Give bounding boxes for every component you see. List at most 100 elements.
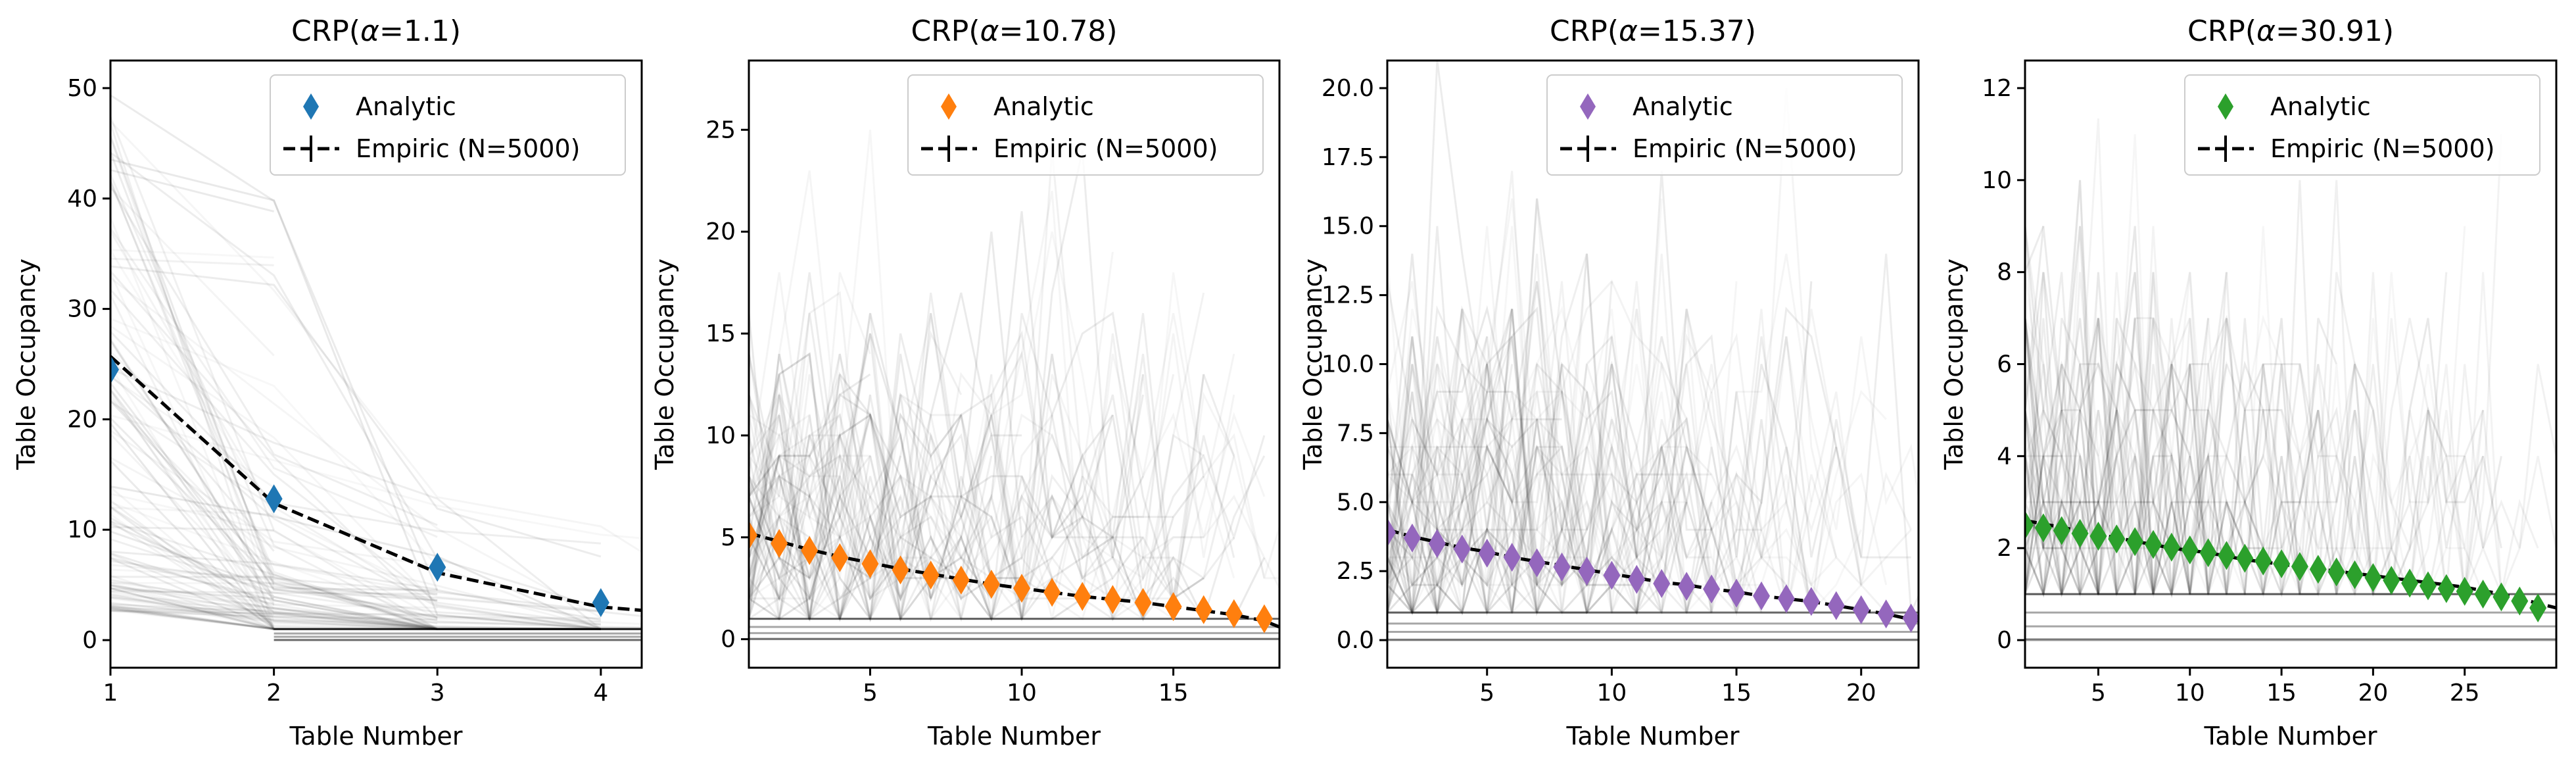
sample-trace	[110, 394, 642, 630]
analytic-point	[2364, 562, 2382, 592]
sample-trace	[749, 353, 1235, 622]
sample-trace	[2025, 364, 2099, 595]
sample-trace	[1387, 364, 1713, 615]
sample-trace	[110, 506, 275, 630]
x-axis-label: Table Number	[927, 722, 1101, 751]
legend-box	[907, 74, 1264, 176]
y-tick-label: 40	[67, 186, 97, 212]
sample-trace	[749, 351, 1266, 622]
sample-trace	[2025, 226, 2210, 595]
sample-trace	[749, 374, 1144, 619]
sample-trace	[110, 587, 601, 630]
title-alpha: α	[360, 14, 379, 48]
analytic-point	[2437, 574, 2455, 603]
sample-trace	[2025, 226, 2264, 598]
sample-trace	[110, 401, 602, 630]
y-tick-label: 7.5	[1337, 420, 1374, 447]
sample-trace	[1387, 309, 1514, 530]
sample-traces	[2025, 118, 2556, 641]
sample-trace	[110, 257, 274, 266]
analytic-point	[2145, 530, 2162, 559]
y-tick-label: 25	[705, 116, 736, 143]
sample-trace	[1387, 253, 1712, 613]
analytic-point	[1503, 543, 1521, 572]
sample-trace	[749, 411, 932, 620]
sample-trace	[1387, 309, 1638, 617]
sample-trace	[1387, 391, 1464, 613]
sample-trace	[749, 312, 1235, 602]
chart-title: CRP(α=15.37)	[1550, 14, 1756, 48]
analytic-point	[892, 555, 909, 585]
sample-trace	[110, 151, 602, 609]
y-tick-label: 8	[1997, 259, 2012, 286]
analytic-point	[2071, 518, 2089, 548]
sample-trace	[1387, 557, 1462, 614]
sample-trace	[749, 455, 780, 497]
analytic-point	[2273, 549, 2291, 578]
sample-trace	[110, 181, 438, 630]
sample-trace	[749, 373, 871, 619]
sample-trace	[1387, 305, 1514, 505]
chart-panel-3: 5 10 15 20 0.0 2.5 5.0 7.5 10.0 12.5 15.0 17.5 20.0 T…	[1299, 14, 1920, 751]
y-tick-label: 20	[705, 218, 736, 245]
sample-trace	[110, 123, 642, 630]
analytic-point	[2493, 582, 2510, 612]
y-tick-label: 5.0	[1337, 489, 1374, 516]
analytic-point	[429, 553, 446, 582]
sample-trace	[2025, 272, 2081, 595]
y-tick-label: 2.5	[1337, 558, 1374, 585]
chart-panel-4: 5 10 15 20 25 0 2 4 6 8 10 12 Table Number Table Occu…	[1940, 14, 2558, 751]
sample-trace	[1387, 529, 1439, 616]
sample-trace	[110, 430, 602, 630]
y-tick-label: 10	[1982, 167, 2012, 194]
sample-trace	[110, 574, 642, 630]
sample-trace	[110, 557, 601, 630]
sample-trace	[1387, 389, 1813, 613]
sample-trace	[1387, 61, 1538, 613]
analytic-point	[2162, 532, 2180, 562]
legend: Analytic Empiric (N=5000)	[1546, 74, 1903, 176]
sample-trace	[110, 610, 438, 621]
x-tick-label: 15	[1721, 680, 1752, 707]
title-alpha: α	[980, 14, 999, 48]
y-tick-label: 17.5	[1322, 144, 1374, 171]
title-suffix: =30.91)	[2276, 14, 2394, 48]
sample-trace	[110, 382, 642, 630]
sample-trace	[2025, 409, 2136, 595]
sample-trace	[110, 227, 438, 538]
sample-trace	[1387, 555, 1439, 613]
analytic-point	[2199, 538, 2217, 568]
sample-trace	[110, 583, 274, 584]
legend-analytic-marker	[1580, 93, 1596, 120]
sample-trace	[110, 400, 601, 630]
sample-trace	[110, 603, 642, 630]
sample-trace	[110, 606, 438, 630]
legend: Analytic Empiric (N=5000)	[270, 74, 626, 176]
sample-trace	[749, 353, 871, 620]
sample-trace	[110, 523, 601, 630]
sample-trace	[110, 605, 438, 630]
sample-trace	[1387, 417, 1562, 613]
analytic-point	[2218, 541, 2235, 570]
sample-trace	[110, 186, 438, 526]
sample-trace	[110, 526, 274, 532]
legend-box	[270, 74, 626, 176]
sample-trace	[749, 372, 1144, 601]
y-tick-label: 10.0	[1322, 351, 1374, 378]
legend-box	[1546, 74, 1903, 176]
sample-trace	[1387, 419, 1713, 614]
analytic-point	[2346, 560, 2364, 589]
analytic-point	[592, 587, 609, 617]
y-tick-label: 15	[705, 320, 736, 347]
sample-trace	[749, 374, 1279, 623]
x-tick-label: 1	[103, 680, 118, 707]
sample-trace	[2025, 318, 2484, 598]
sample-trace	[1387, 170, 1911, 613]
sample-trace	[1387, 281, 1613, 616]
analytic-point	[982, 570, 1000, 599]
analytic-point	[1453, 534, 1471, 564]
y-tick-label: 10	[705, 422, 736, 449]
axes-frame	[748, 59, 1281, 669]
analytic-point	[1628, 564, 1646, 594]
sample-trace	[2025, 318, 2484, 598]
